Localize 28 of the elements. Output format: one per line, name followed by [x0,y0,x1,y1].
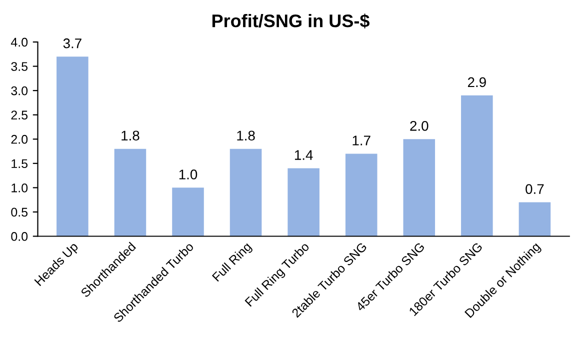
y-tick-label: 2.0 [11,134,28,144]
bar [518,202,551,236]
bar [461,95,493,236]
data-label: 0.7 [526,184,544,194]
data-label: 1.7 [352,136,370,146]
data-label: 2.0 [410,120,428,131]
bar [172,188,204,236]
y-tick-label: 0.5 [11,208,28,217]
data-label: 1.8 [122,130,140,141]
data-label: 1.0 [179,170,198,180]
y-tick-label: 3.0 [11,86,28,96]
data-label: 2.9 [468,77,486,88]
y-tick-label: 0.0 [11,232,28,241]
data-label: 1.8 [237,130,255,141]
y-tick-label: 2.5 [11,110,28,120]
bar [114,148,146,236]
bar [403,139,436,236]
chart-title: Profit/SNG in US-$ [212,14,370,28]
bar [345,154,378,236]
data-label: 3.7 [63,38,82,48]
y-tick-label: 3.5 [11,62,28,71]
bar [230,148,262,236]
y-tick-label: 4.0 [10,38,28,47]
bar [288,168,320,236]
y-tick-label: 1.5 [12,159,28,168]
data-label: 1.4 [294,150,313,160]
bar [56,56,88,236]
y-tick-label: 1.0 [12,183,28,192]
